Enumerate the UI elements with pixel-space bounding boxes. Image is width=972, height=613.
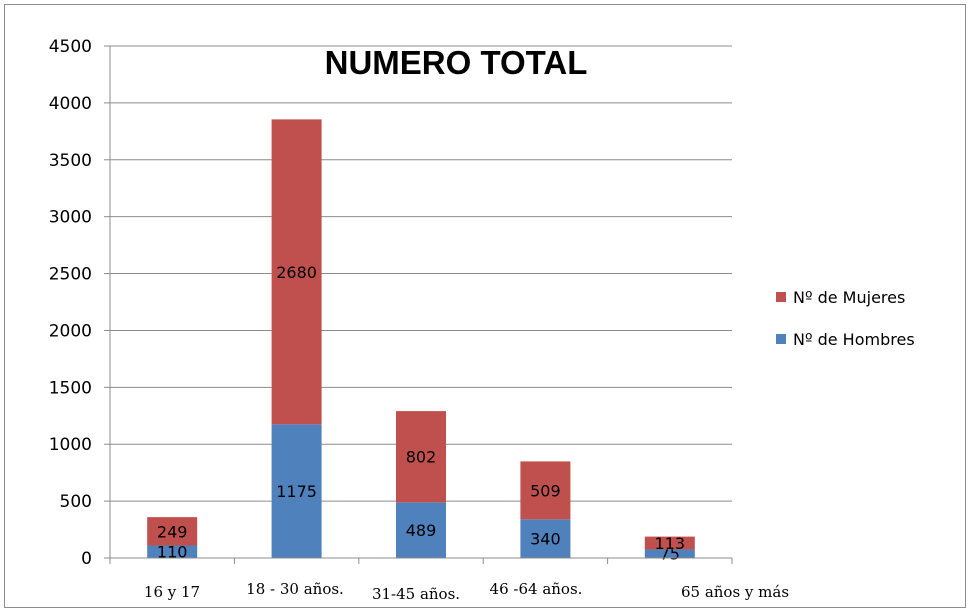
bar-segment-hombres [520, 519, 571, 558]
y-tick-label: 4000 [49, 94, 92, 114]
bar-segment-mujeres [147, 517, 198, 546]
gridlines [110, 45, 732, 502]
data-label: 110 [157, 543, 188, 562]
bar-segment-hombres [147, 545, 198, 558]
x-tick-label: 65 años y más [681, 583, 789, 601]
data-label: 249 [157, 522, 188, 541]
data-label: 340 [530, 530, 561, 549]
y-tick-label: 3500 [49, 151, 92, 171]
y-tick-label: 2000 [49, 321, 92, 341]
bar-segment-mujeres [644, 536, 695, 550]
bar-segment-mujeres [396, 411, 446, 503]
y-tick-label: 3000 [49, 208, 92, 228]
legend-label: Nº de Mujeres [793, 288, 905, 307]
y-tick-label: 1000 [49, 435, 92, 455]
bar-segment-hombres [271, 424, 322, 558]
chart-frame [4, 4, 966, 608]
x-tick-label: 16 y 17 [144, 583, 200, 601]
data-label: 2680 [276, 263, 317, 282]
chart-title: NUMERO TOTAL [325, 44, 588, 81]
data-label: 75 [660, 545, 680, 564]
y-tick-label: 2500 [49, 265, 92, 285]
data-label: 1175 [276, 482, 317, 501]
bar-segment-mujeres [520, 461, 571, 520]
data-label: 509 [530, 481, 561, 500]
legend-swatch-mujeres [776, 292, 786, 302]
y-axis: 0 500 1000 1500 2000 2500 3000 3500 4000 4500 [49, 37, 111, 569]
data-label: 802 [406, 448, 437, 467]
bar-segment-mujeres [271, 119, 322, 425]
y-tick-label: 500 [60, 492, 92, 512]
x-tick-label: 31-45 años. [372, 585, 460, 603]
y-tick-label: 4500 [49, 37, 92, 57]
data-label: 489 [406, 521, 437, 540]
legend-label: Nº de Hombres [793, 330, 915, 349]
legend-swatch-hombres [776, 334, 786, 344]
data-label: 113 [655, 534, 686, 553]
x-axis: 16 y 17 18 - 30 años. 31-45 años. 46 -64 añ… [109, 557, 789, 603]
bar-segment-hombres [396, 502, 446, 558]
legend: Nº de Mujeres Nº de Hombres [776, 288, 915, 349]
x-tick-label: 18 - 30 años. [246, 580, 344, 598]
x-tick-label: 46 -64 años. [490, 580, 583, 598]
bar-segment-hombres [644, 549, 695, 558]
y-tick-label: 1500 [49, 378, 92, 398]
y-tick-label: 0 [81, 549, 92, 569]
